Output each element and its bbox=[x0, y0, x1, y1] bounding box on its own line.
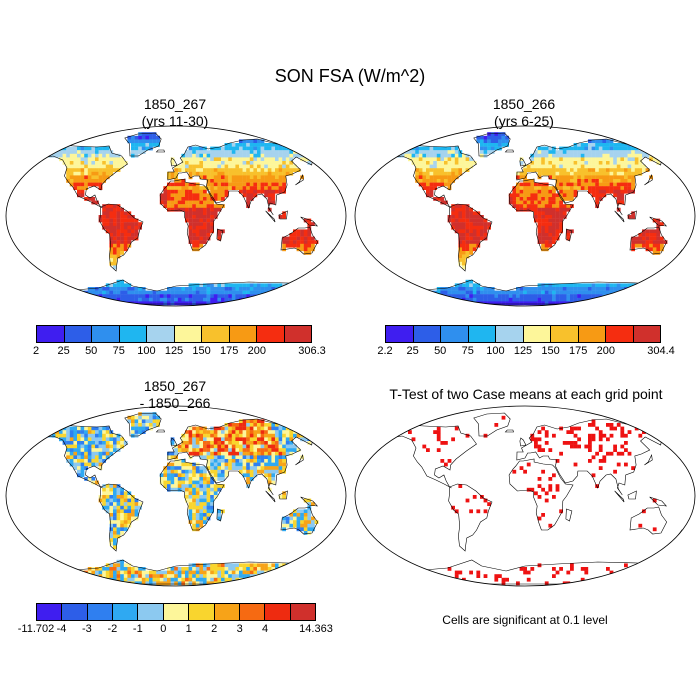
colorbar-box bbox=[87, 604, 114, 620]
colorbar-box bbox=[37, 604, 63, 620]
colorbar-tick-label: 2 bbox=[211, 623, 218, 635]
colorbar-tick-label: 150 bbox=[541, 345, 560, 357]
panel-title-3: 1850_267 - 1850_266 bbox=[139, 378, 211, 411]
colorbar-tick-label: 125 bbox=[164, 345, 184, 357]
colorbar-1 bbox=[36, 325, 312, 343]
colorbar-tick-label: 3 bbox=[236, 623, 243, 635]
colorbar-tick-label: 200 bbox=[596, 345, 615, 357]
colorbar-tick-label: 175 bbox=[220, 345, 239, 357]
colorbar-tick-label: 75 bbox=[112, 345, 125, 357]
panel-title-2: 1850_266 (yrs 6-25) bbox=[492, 96, 556, 129]
colorbar-tick-label: 2 bbox=[32, 345, 40, 357]
colorbar-box bbox=[147, 326, 175, 342]
colorbar-tick-label: 75 bbox=[461, 345, 474, 357]
colorbar-box bbox=[284, 326, 311, 342]
colorbar-box bbox=[413, 326, 441, 342]
colorbar-box bbox=[551, 326, 579, 342]
panel-title-4: T-Test of two Case means at each grid po… bbox=[389, 386, 663, 402]
colorbar-box bbox=[606, 326, 634, 342]
colorbar-3 bbox=[36, 603, 316, 621]
colorbar-box bbox=[62, 604, 88, 620]
colorbar-tick-label: 1 bbox=[185, 623, 192, 635]
colorbar-tick-label: 50 bbox=[85, 345, 98, 357]
colorbar-box bbox=[257, 326, 285, 342]
colorbar-2 bbox=[385, 325, 661, 343]
colorbar-tick-label: 25 bbox=[57, 345, 70, 357]
colorbar-box bbox=[441, 326, 469, 342]
significance-note: Cells are significant at 0.1 level bbox=[442, 613, 608, 627]
colorbar-box bbox=[138, 604, 164, 620]
colorbar-box bbox=[239, 604, 266, 620]
colorbar-tick-label: 2.2 bbox=[377, 345, 393, 357]
panel-title-1: 1850_267 (yrs 11-30) bbox=[141, 96, 209, 129]
colorbar-box bbox=[37, 326, 65, 342]
colorbar-tick-label: -2 bbox=[107, 623, 118, 635]
colorbar-tick-label: 4 bbox=[262, 623, 269, 635]
colorbar-box bbox=[174, 326, 202, 342]
map-panel-4 bbox=[354, 405, 696, 587]
colorbar-tick-label: 304.4 bbox=[647, 345, 675, 357]
colorbar-box bbox=[290, 604, 315, 620]
colorbar-tick-label: 306.3 bbox=[298, 345, 326, 357]
colorbar-tick-label: 100 bbox=[137, 345, 156, 357]
colorbar-box bbox=[523, 326, 551, 342]
colorbar-tick-label: 125 bbox=[513, 345, 533, 357]
colorbar-box bbox=[496, 326, 524, 342]
colorbar-2-labels: 2.2 25 50 75 100 125 150 175 200 304.4 bbox=[377, 345, 674, 359]
colorbar-box bbox=[113, 604, 139, 620]
colorbar-box bbox=[633, 326, 660, 342]
colorbar-box bbox=[578, 326, 606, 342]
colorbar-tick-label: -4 bbox=[56, 623, 67, 635]
colorbar-box bbox=[202, 326, 230, 342]
colorbar-box bbox=[468, 326, 496, 342]
figure-title: SON FSA (W/m^2) bbox=[274, 66, 426, 86]
colorbar-box bbox=[92, 326, 120, 342]
colorbar-box bbox=[119, 326, 147, 342]
map-panel-1 bbox=[5, 125, 347, 307]
colorbar-tick-label: 50 bbox=[434, 345, 447, 357]
colorbar-box bbox=[64, 326, 92, 342]
colorbar-tick-label: 100 bbox=[486, 345, 505, 357]
colorbar-3-labels: -11.702 -4 -3 -2 -1 0 1 2 3 4 14.363 bbox=[18, 623, 333, 637]
colorbar-box bbox=[163, 604, 190, 620]
colorbar-tick-label: 25 bbox=[406, 345, 419, 357]
map-panel-3 bbox=[5, 405, 347, 587]
colorbar-tick-label: -3 bbox=[82, 623, 92, 635]
colorbar-box bbox=[214, 604, 240, 620]
colorbar-tick-label: 0 bbox=[160, 623, 167, 635]
colorbar-tick-label: -1 bbox=[132, 623, 143, 635]
colorbar-box bbox=[189, 604, 215, 620]
colorbar-box bbox=[386, 326, 414, 342]
colorbar-1-labels: 2 25 50 75 100 125 150 175 200 306.3 bbox=[32, 345, 326, 359]
colorbar-box bbox=[229, 326, 257, 342]
colorbar-tick-label: 175 bbox=[569, 345, 588, 357]
map-panel-2 bbox=[354, 125, 696, 307]
colorbar-tick-label: 150 bbox=[192, 345, 211, 357]
colorbar-tick-label: -11.702 bbox=[17, 623, 55, 635]
colorbar-tick-label: 200 bbox=[247, 345, 266, 357]
colorbar-box bbox=[265, 604, 291, 620]
colorbar-tick-label: 14.363 bbox=[299, 623, 333, 635]
